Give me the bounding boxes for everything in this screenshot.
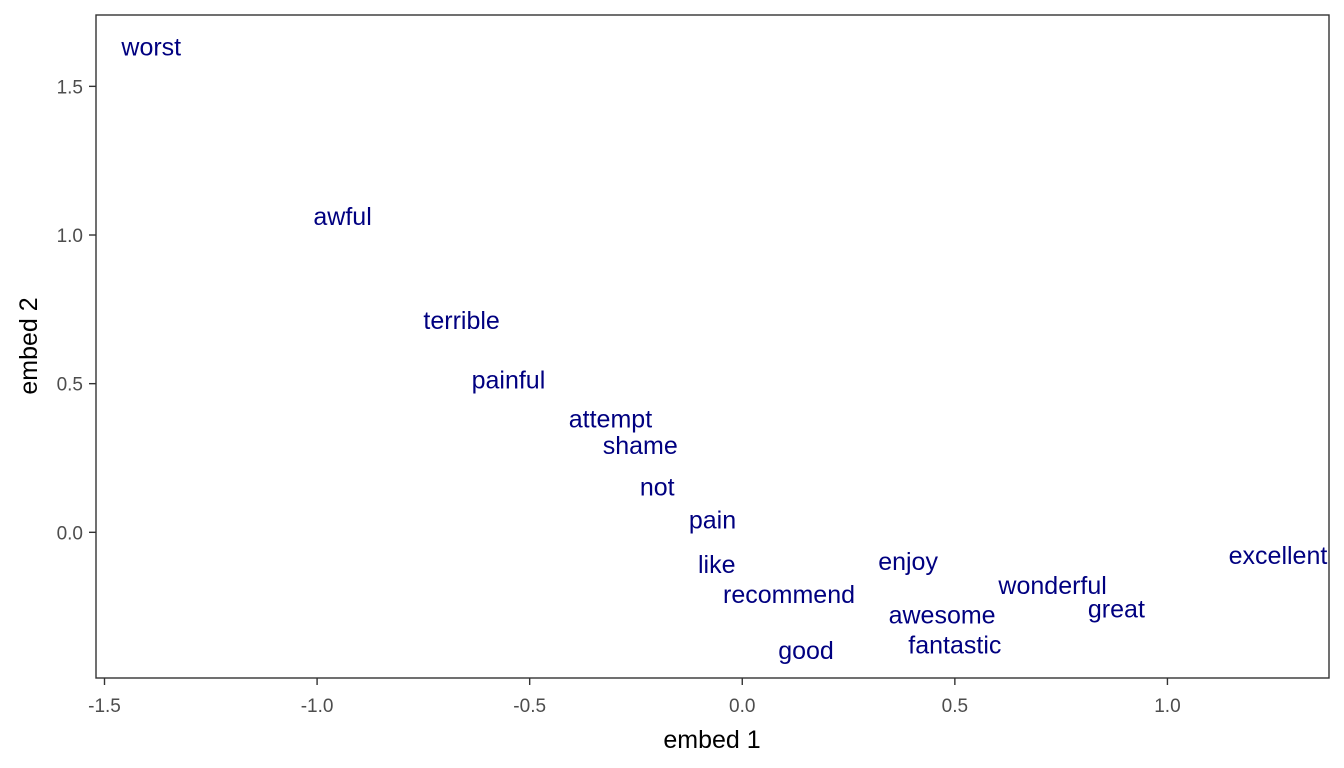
y-tick-label: 0.0 (57, 523, 83, 544)
x-tick-label: -0.5 (513, 696, 546, 717)
x-tick-label: 1.0 (1154, 696, 1180, 717)
word-label-pain: pain (689, 506, 736, 534)
word-label-attempt: attempt (569, 405, 652, 433)
x-axis-title: embed 1 (663, 726, 760, 754)
x-tick-label: 0.5 (942, 696, 968, 717)
word-label-great: great (1088, 596, 1145, 624)
y-axis: 0.0 0.5 1.0 1.5 (57, 77, 96, 544)
y-tick-label: 1.5 (57, 77, 83, 98)
word-label-awesome: awesome (889, 602, 996, 630)
word-label-good: good (778, 637, 834, 665)
plot-panel (95, 14, 1330, 679)
word-label-enjoy: enjoy (878, 548, 938, 576)
x-tick-label: -1.0 (301, 696, 334, 717)
x-tick-label: -1.5 (88, 696, 121, 717)
word-label-awful: awful (313, 203, 371, 231)
y-tick-label: 0.5 (57, 375, 83, 396)
y-axis-title: embed 2 (15, 297, 43, 394)
word-label-terrible: terrible (423, 307, 499, 335)
word-label-wonderful: wonderful (997, 572, 1106, 600)
word-label-shame: shame (603, 432, 678, 460)
word-label-fantastic: fantastic (908, 631, 1001, 659)
y-tick-label: 1.0 (57, 226, 83, 247)
word-label-like: like (698, 551, 736, 579)
word-label-not: not (640, 474, 675, 502)
word-label-painful: painful (472, 367, 546, 395)
word-label-recommend: recommend (723, 581, 855, 609)
word-label-worst: worst (120, 34, 181, 62)
x-axis: -1.5 -1.0 -0.5 0.0 0.5 1.0 (88, 678, 1181, 717)
word-label-excellent: excellent (1229, 542, 1328, 570)
x-tick-label: 0.0 (729, 696, 755, 717)
